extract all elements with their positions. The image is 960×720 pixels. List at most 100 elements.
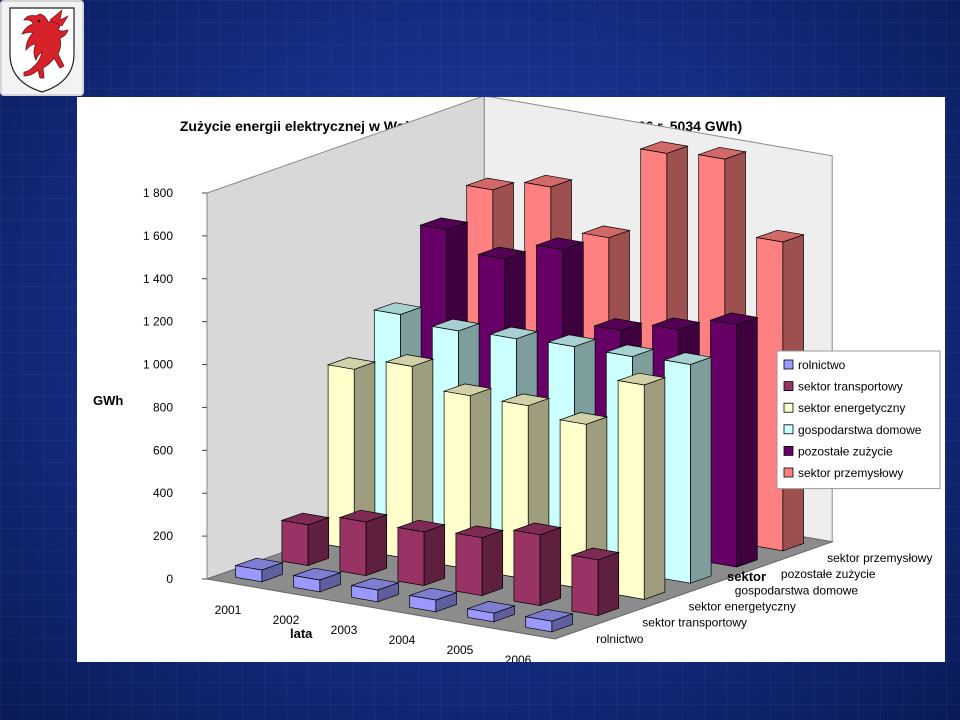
bar-top <box>280 512 331 526</box>
bar-top <box>408 587 458 601</box>
y-tick-label: 600 <box>153 443 173 457</box>
emblem <box>0 0 84 96</box>
y-tick-label: 1 600 <box>143 229 173 243</box>
legend-label: rolnictwo <box>798 358 846 372</box>
bar-top <box>396 519 447 533</box>
bar-top <box>419 217 469 230</box>
bar-side <box>643 377 666 600</box>
y-tick-label: 200 <box>153 529 173 543</box>
bar-top <box>570 547 621 561</box>
z-axis: rolnictwo sektor transportowy sektor energ… <box>596 551 932 646</box>
bar-side <box>597 552 620 617</box>
bar-top <box>477 246 527 260</box>
legend-swatch <box>783 402 794 413</box>
bar-front <box>571 554 599 617</box>
bar <box>558 412 609 590</box>
bar-top <box>512 522 563 536</box>
legend: rolnictwo sektor transportowy sektor energ… <box>776 350 941 490</box>
bar <box>350 577 400 603</box>
bar-top <box>338 509 389 523</box>
bar-top <box>616 372 667 386</box>
bar <box>454 525 505 597</box>
bar-front <box>710 319 737 568</box>
bar-top <box>465 177 515 191</box>
bar <box>570 547 621 617</box>
bar-top <box>500 393 551 407</box>
bar-top <box>326 357 377 370</box>
y-tick-label: 1 000 <box>143 358 173 372</box>
y-tick-label: 800 <box>153 400 173 414</box>
bar-side <box>481 529 504 597</box>
bar-top <box>662 352 713 365</box>
x-tick-label: 2006 <box>505 653 532 662</box>
z-tick-label: sektor przemysłowy <box>827 551 932 565</box>
y-tick-label: 1 200 <box>143 315 173 329</box>
z-axis-title: sektor <box>727 569 766 584</box>
bar <box>616 372 667 600</box>
bar-top <box>558 412 609 425</box>
bar-top <box>593 318 643 331</box>
bar-top <box>488 326 539 340</box>
bar-top <box>697 146 747 160</box>
x-tick-label: 2005 <box>447 643 474 657</box>
legend-label: gospodarstwa domowe <box>798 423 922 437</box>
bar-top <box>466 601 516 614</box>
bar-top <box>234 557 284 571</box>
bar-front <box>397 527 425 587</box>
bar <box>408 587 458 613</box>
bar-front <box>513 529 541 607</box>
bar <box>662 352 713 584</box>
y-axis: 0 200 400 600 800 1 000 1 200 1 400 1 600 1 800 <box>143 186 207 586</box>
chart-panel: Zużycie energii elektrycznej w Woj. Zach… <box>77 95 945 667</box>
bar-top <box>523 174 573 188</box>
legend-label: sektor transportowy <box>798 380 903 394</box>
legend-swatch <box>783 381 794 392</box>
bar-side <box>307 517 330 567</box>
bar <box>442 383 493 570</box>
bar <box>280 512 331 567</box>
z-tick-label: rolnictwo <box>596 632 644 646</box>
bar-top <box>524 608 574 622</box>
bar <box>512 522 563 607</box>
bar-top <box>350 577 400 591</box>
bar-top <box>709 312 759 326</box>
bar-side <box>423 524 446 587</box>
bar <box>326 357 377 550</box>
bar-front <box>455 532 483 597</box>
legend-label: sektor energetyczny <box>798 401 905 415</box>
bar <box>466 601 516 623</box>
bar <box>234 557 284 583</box>
bar-top <box>546 334 597 347</box>
chart-3d-column: Zużycie energii elektrycznej w Woj. Zach… <box>93 95 941 667</box>
z-tick-label: pozostałe zużycie <box>781 567 876 581</box>
bar-front <box>281 519 309 567</box>
bar <box>396 519 447 587</box>
bar-top <box>430 318 481 332</box>
y-tick-label: 400 <box>153 486 173 500</box>
bar-front <box>339 517 367 577</box>
bar-top <box>292 567 342 581</box>
legend-label: sektor przemysłowy <box>798 466 903 480</box>
bar-top <box>581 225 631 239</box>
bar-top <box>372 302 423 315</box>
bar-side <box>539 527 562 607</box>
legend-label: pozostałe zużycie <box>798 444 893 458</box>
x-tick-label: 2001 <box>215 603 242 617</box>
legend-swatch <box>783 359 794 370</box>
bar-top <box>454 525 505 539</box>
x-tick-label: 2004 <box>389 633 416 647</box>
z-tick-label: gospodarstwa domowe <box>735 583 859 597</box>
bar-top <box>442 383 493 397</box>
bar-top <box>639 141 689 154</box>
bar <box>709 312 759 568</box>
bar-side <box>690 356 712 584</box>
bar <box>292 567 342 593</box>
bar-top <box>604 344 655 357</box>
x-axis-title: lata <box>290 626 313 641</box>
z-tick-label: sektor energetyczny <box>689 600 796 614</box>
y-tick-label: 1 800 <box>143 186 173 200</box>
y-axis-title: GWh <box>93 393 123 408</box>
bar-side <box>365 514 388 577</box>
x-tick-label: 2003 <box>331 623 358 637</box>
bar <box>338 509 389 577</box>
